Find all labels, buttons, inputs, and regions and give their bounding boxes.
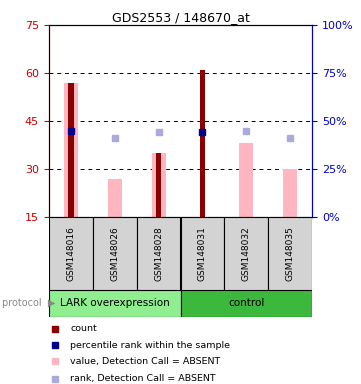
Bar: [108, 179, 122, 217]
Bar: [156, 153, 161, 217]
Text: protocol  ▶: protocol ▶: [2, 298, 55, 308]
Text: GSM148028: GSM148028: [154, 226, 163, 281]
Title: GDS2553 / 148670_at: GDS2553 / 148670_at: [112, 11, 249, 24]
Text: rank, Detection Call = ABSENT: rank, Detection Call = ABSENT: [70, 374, 216, 383]
Bar: [180, 217, 225, 290]
Text: percentile rank within the sample: percentile rank within the sample: [70, 341, 230, 349]
Text: GSM148035: GSM148035: [286, 226, 295, 281]
Bar: [64, 83, 78, 217]
Text: LARK overexpression: LARK overexpression: [60, 298, 170, 308]
Text: GSM148016: GSM148016: [66, 226, 75, 281]
Text: GSM148032: GSM148032: [242, 226, 251, 281]
Text: count: count: [70, 324, 97, 333]
Bar: [152, 153, 166, 217]
Bar: [200, 70, 205, 217]
Bar: [49, 290, 180, 317]
Text: control: control: [228, 298, 265, 308]
Bar: [225, 217, 268, 290]
Text: value, Detection Call = ABSENT: value, Detection Call = ABSENT: [70, 357, 221, 366]
Bar: [136, 217, 180, 290]
Text: GSM148031: GSM148031: [198, 226, 207, 281]
Bar: [49, 217, 93, 290]
Bar: [268, 217, 312, 290]
Bar: [93, 217, 136, 290]
Text: GSM148026: GSM148026: [110, 226, 119, 281]
Bar: [180, 290, 312, 317]
Bar: [68, 83, 74, 217]
Bar: [283, 169, 297, 217]
Bar: [239, 143, 253, 217]
